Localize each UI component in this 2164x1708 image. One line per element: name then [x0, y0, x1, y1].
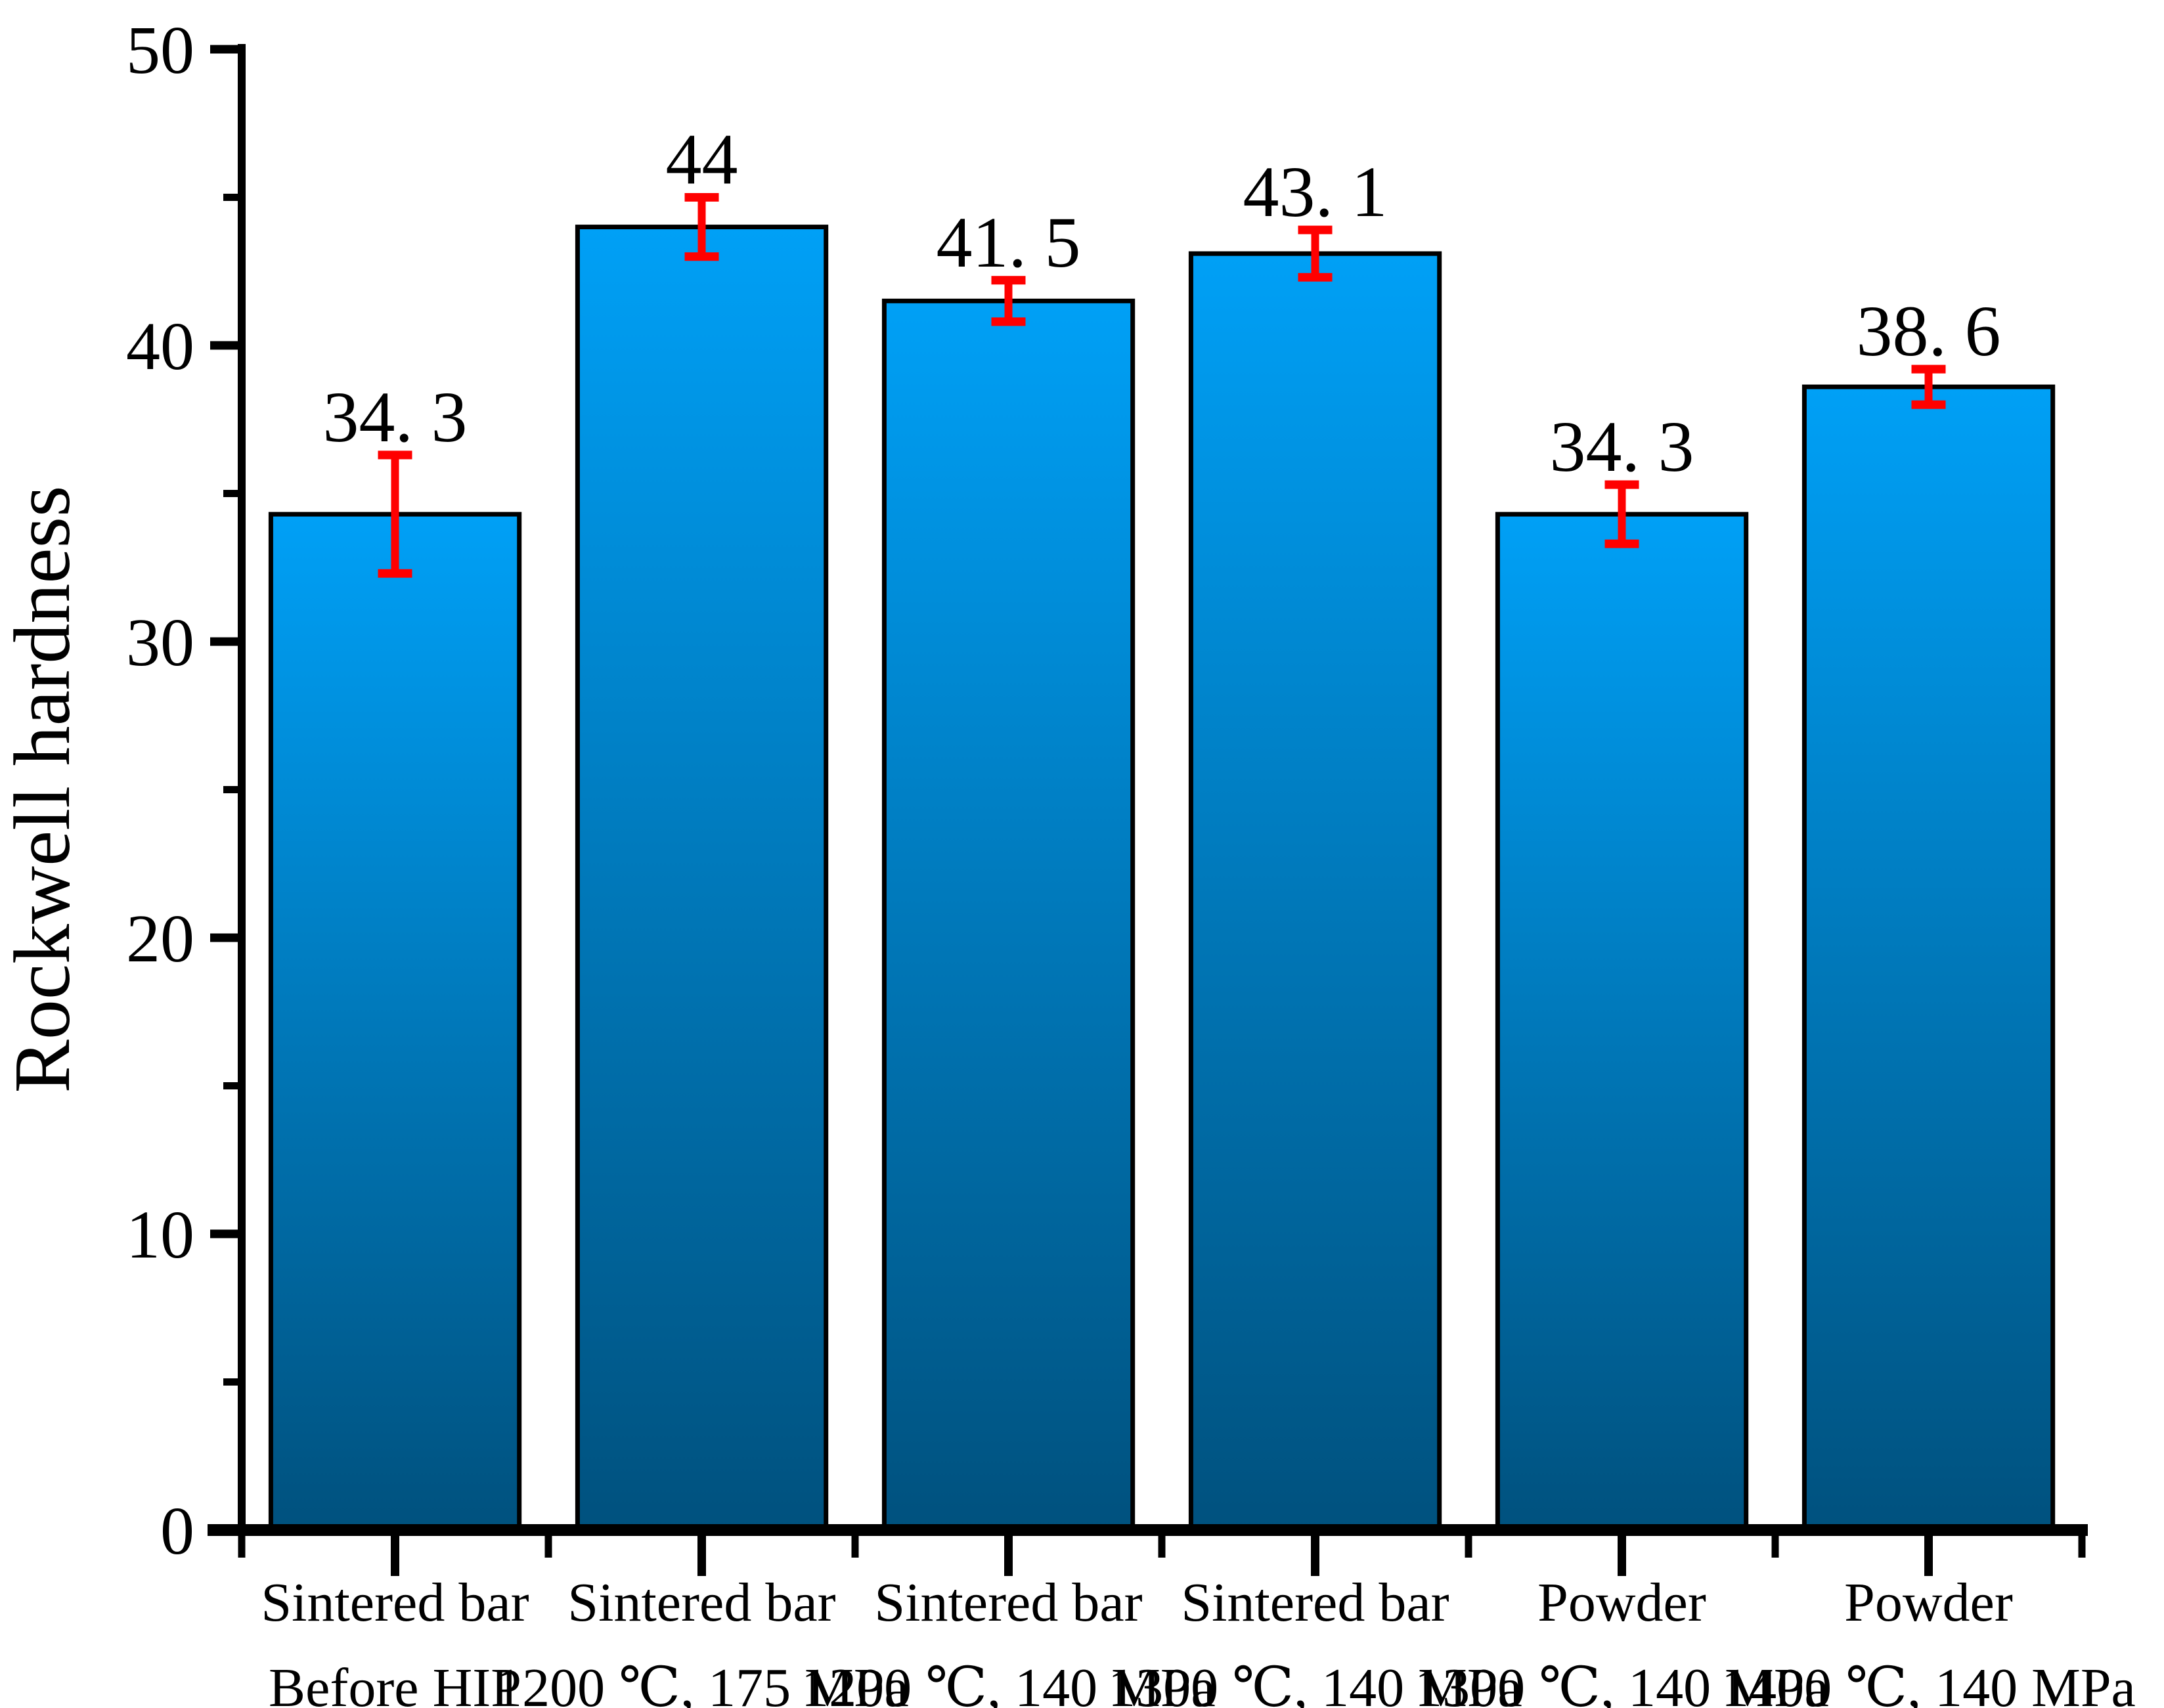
x-tick-label-material: Sintered bar: [567, 1572, 835, 1633]
x-tick-label-condition: 1200 ℃, 175 MPa: [495, 1657, 909, 1708]
x-tick-label-condition: 1300 ℃, 140 MPa: [1415, 1657, 1829, 1708]
bar-value-label: 43. 1: [1243, 152, 1388, 232]
bar: [1495, 512, 1749, 1533]
x-tick-label-material: Powder: [1537, 1572, 1706, 1633]
y-tick-label: 40: [126, 309, 194, 384]
y-tick-label: 0: [160, 1493, 194, 1569]
y-tick-label: 20: [126, 901, 194, 976]
axes-layer: [208, 44, 2088, 1576]
y-tick-label: 30: [126, 605, 194, 680]
y-tick-label: 50: [126, 12, 194, 88]
bar: [268, 512, 522, 1533]
bars-layer: [268, 225, 2056, 1533]
x-tick-label-material: Sintered bar: [874, 1572, 1142, 1633]
x-tick-label-material: Powder: [1844, 1572, 2013, 1633]
bar-value-label: 34. 3: [1550, 406, 1694, 487]
bar: [881, 298, 1136, 1533]
x-tick-label-material: Sintered bar: [261, 1572, 529, 1633]
bar-value-label: 34. 3: [323, 377, 468, 457]
bar: [1801, 384, 2056, 1533]
y-axis-title: Rockwell hardness: [0, 486, 87, 1093]
bar-value-label: 38. 6: [1857, 291, 2001, 371]
bar-value-label: 44: [666, 120, 738, 200]
bar-value-label: 41. 5: [937, 202, 1081, 282]
error-bars-layer: [378, 193, 1946, 578]
x-tick-label-condition: Before HIP: [269, 1657, 521, 1708]
y-tick-label: 10: [126, 1197, 194, 1273]
bar: [1188, 251, 1442, 1533]
x-tick-label-material: Sintered bar: [1181, 1572, 1449, 1633]
bar: [575, 225, 829, 1533]
x-tick-label-condition: 1300 ℃, 140 MPa: [1108, 1657, 1522, 1708]
x-tick-label-condition: 1200 ℃, 140 MPa: [801, 1657, 1216, 1708]
labels-layer: 34. 3 44 41. 5 43. 1 34. 3 38. 6 0 10 20 30 40 50 Si…: [126, 12, 2136, 1708]
x-tick-label-condition: 1400 ℃, 140 MPa: [1721, 1657, 2136, 1708]
